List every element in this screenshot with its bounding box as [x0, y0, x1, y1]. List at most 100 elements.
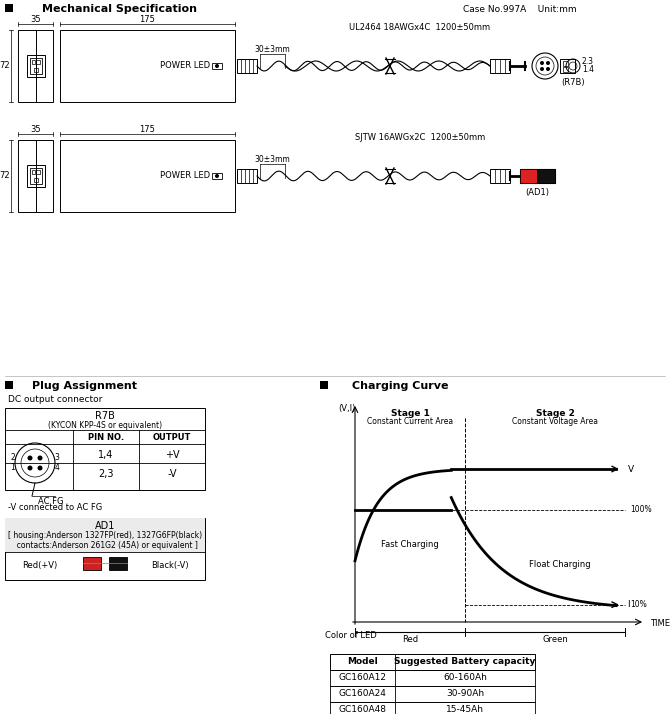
Bar — [5, 408, 205, 490]
Bar — [537, 169, 555, 183]
Text: I: I — [628, 600, 630, 609]
Text: (R7B): (R7B) — [561, 78, 585, 86]
Bar — [36, 60, 40, 64]
Bar — [237, 169, 257, 183]
Text: UL2464 18AWGx4C  1200±50mm: UL2464 18AWGx4C 1200±50mm — [350, 23, 490, 31]
Text: Model: Model — [347, 658, 378, 666]
Text: 1.4: 1.4 — [582, 64, 594, 74]
Circle shape — [38, 456, 42, 461]
Text: 30-90Ah: 30-90Ah — [446, 690, 484, 698]
Text: Case No.997A    Unit:mm: Case No.997A Unit:mm — [463, 4, 577, 14]
Bar — [320, 381, 328, 389]
Text: 15-45Ah: 15-45Ah — [446, 705, 484, 714]
Text: 175: 175 — [139, 14, 155, 24]
Bar — [5, 518, 205, 580]
Circle shape — [38, 466, 42, 471]
Bar — [520, 169, 537, 183]
Text: 2: 2 — [11, 453, 15, 463]
Bar — [5, 518, 205, 552]
Text: Mechanical Specification: Mechanical Specification — [42, 4, 198, 14]
Bar — [18, 30, 53, 102]
Bar — [31, 170, 35, 174]
Text: TIME: TIME — [650, 620, 670, 628]
Bar — [34, 68, 38, 72]
Text: 35: 35 — [30, 14, 41, 24]
Bar — [563, 67, 568, 72]
Text: [ housing:Anderson 1327FP(red), 1327G6FP(black): [ housing:Anderson 1327FP(red), 1327G6FP… — [8, 531, 202, 540]
Text: contacts:Anderson 261G2 (45A) or equivalent ]: contacts:Anderson 261G2 (45A) or equival… — [12, 540, 198, 550]
Circle shape — [540, 61, 544, 65]
Text: 1,4: 1,4 — [98, 450, 114, 460]
Bar — [212, 63, 222, 69]
Circle shape — [546, 67, 550, 71]
Text: Float Charging: Float Charging — [529, 560, 591, 569]
Circle shape — [215, 174, 219, 178]
Circle shape — [540, 67, 544, 71]
Text: (V,I): (V,I) — [338, 403, 356, 413]
Text: 72: 72 — [0, 171, 10, 181]
Text: 35: 35 — [30, 124, 41, 134]
Text: AC FG: AC FG — [38, 497, 64, 506]
Circle shape — [215, 64, 219, 68]
Bar — [83, 557, 101, 570]
Text: GC160A24: GC160A24 — [338, 690, 387, 698]
Text: OUTPUT: OUTPUT — [153, 433, 191, 443]
Text: 60-160Ah: 60-160Ah — [443, 673, 487, 683]
Bar — [109, 557, 127, 570]
Text: Fast Charging: Fast Charging — [381, 540, 439, 549]
Bar — [5, 381, 13, 389]
Text: PIN NO.: PIN NO. — [88, 433, 124, 443]
Text: Color of LED: Color of LED — [325, 631, 377, 640]
Text: AD1: AD1 — [95, 521, 115, 531]
Text: Constant Voltage Area: Constant Voltage Area — [512, 418, 598, 426]
Text: 30±3mm: 30±3mm — [255, 154, 290, 164]
Bar — [330, 686, 535, 702]
Bar — [330, 654, 535, 670]
Text: Stage 2: Stage 2 — [535, 408, 574, 418]
Bar — [27, 55, 44, 77]
Text: 30±3mm: 30±3mm — [255, 44, 290, 54]
Text: Red(+V): Red(+V) — [22, 561, 58, 570]
Text: R7B: R7B — [95, 411, 115, 421]
Bar — [330, 670, 535, 686]
Text: +V: +V — [165, 450, 180, 460]
Bar — [60, 30, 235, 102]
Text: Suggested Battery capacity: Suggested Battery capacity — [395, 658, 536, 666]
Bar — [560, 59, 575, 73]
Text: 100%: 100% — [630, 506, 652, 514]
Text: 2,3: 2,3 — [98, 469, 114, 479]
Bar — [31, 60, 35, 64]
Text: Constant Current Area: Constant Current Area — [367, 418, 453, 426]
Bar — [29, 168, 42, 184]
Text: 10%: 10% — [630, 600, 647, 609]
Text: (KYCON KPP-4S or equivalent): (KYCON KPP-4S or equivalent) — [48, 421, 162, 430]
Bar — [237, 59, 257, 73]
Text: Green: Green — [542, 635, 568, 645]
Circle shape — [27, 466, 33, 471]
Circle shape — [546, 61, 550, 65]
Text: -V: -V — [168, 469, 177, 479]
Bar — [212, 173, 222, 179]
Text: 175: 175 — [139, 124, 155, 134]
Text: (AD1): (AD1) — [525, 188, 549, 196]
Text: 3: 3 — [54, 453, 60, 463]
Bar — [330, 702, 535, 714]
Text: DC output connector: DC output connector — [8, 396, 103, 405]
Bar — [490, 59, 510, 73]
Text: 1: 1 — [11, 463, 15, 473]
Text: Plug Assignment: Plug Assignment — [33, 381, 137, 391]
Text: SJTW 16AWGx2C  1200±50mm: SJTW 16AWGx2C 1200±50mm — [355, 133, 485, 141]
Bar — [60, 140, 235, 212]
Text: Charging Curve: Charging Curve — [352, 381, 448, 391]
Text: POWER LED: POWER LED — [160, 61, 210, 71]
Text: Black(-V): Black(-V) — [151, 561, 189, 570]
Text: GC160A12: GC160A12 — [338, 673, 387, 683]
Bar — [5, 4, 13, 12]
Bar — [29, 58, 42, 74]
Bar — [490, 169, 510, 183]
Text: 4: 4 — [54, 463, 60, 473]
Bar — [27, 165, 44, 187]
Text: -V connected to AC FG: -V connected to AC FG — [8, 503, 103, 513]
Text: Stage 1: Stage 1 — [391, 408, 429, 418]
Circle shape — [27, 456, 33, 461]
